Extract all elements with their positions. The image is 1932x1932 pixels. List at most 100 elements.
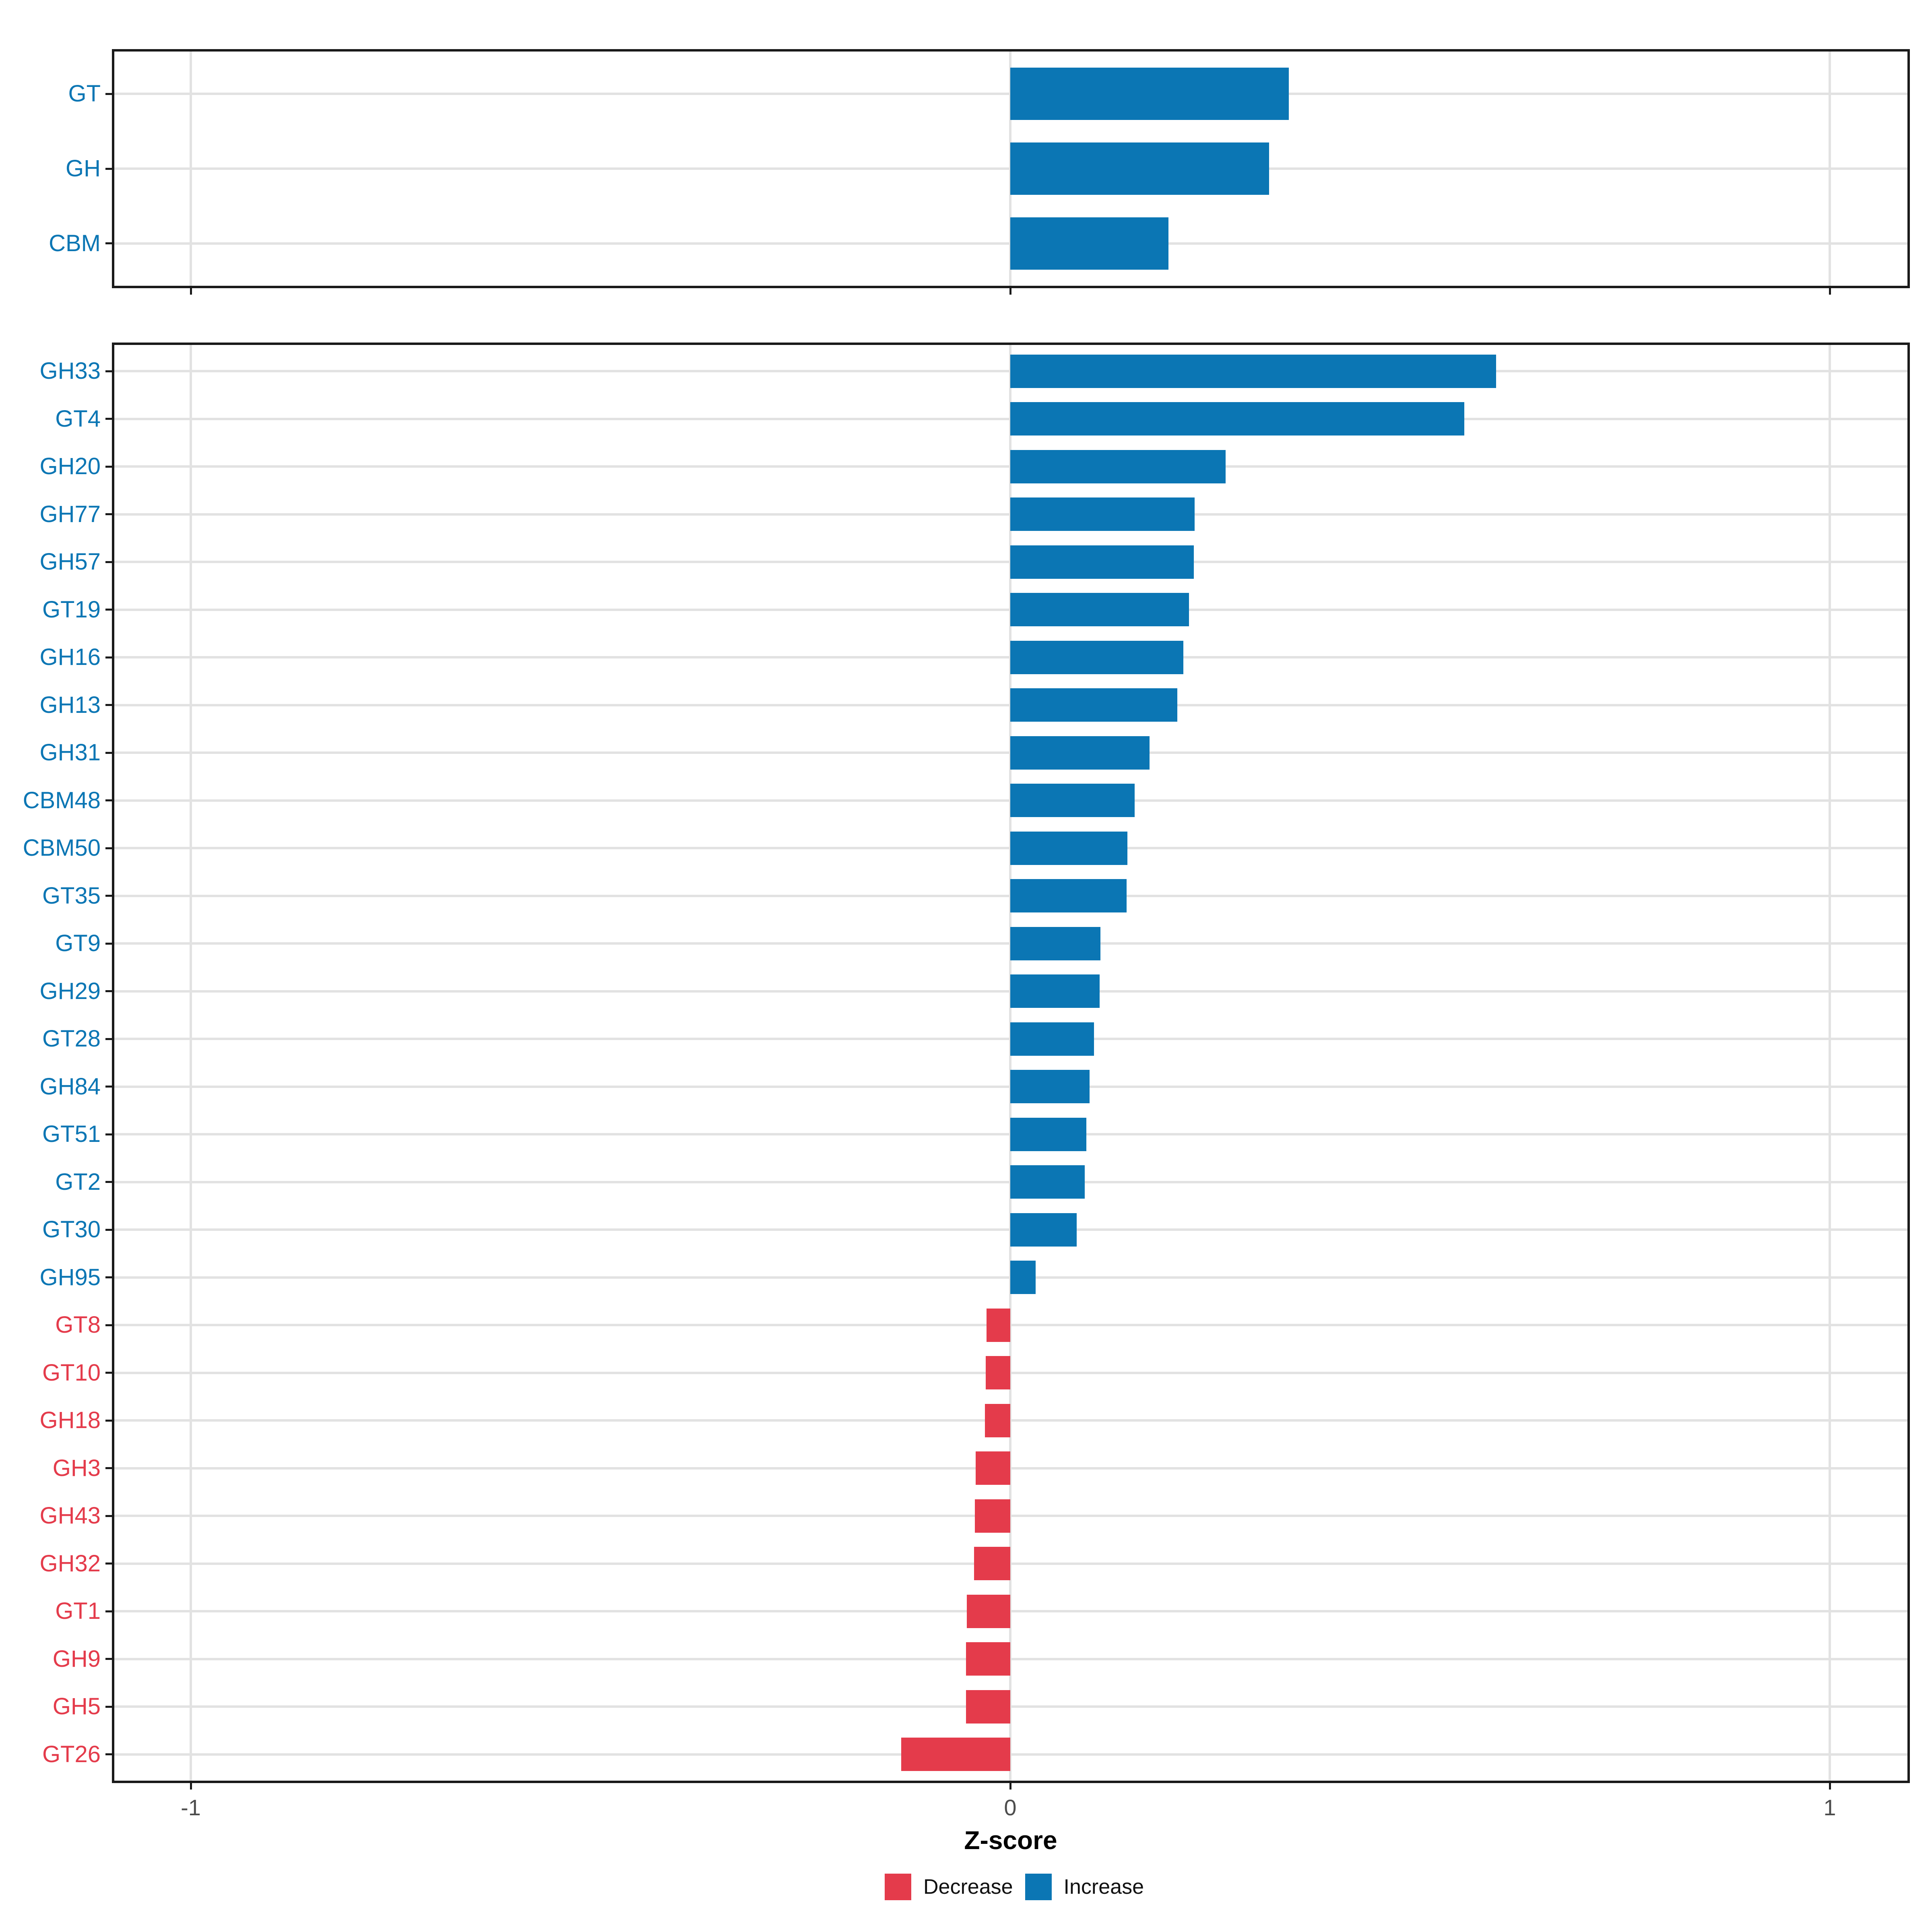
gridline-horizontal: [114, 1657, 1907, 1660]
y-tick-GH31: [105, 752, 112, 754]
row-label-GH18: GH18: [39, 1407, 101, 1433]
bar-GT35: [1010, 879, 1127, 913]
x-tick-1: [1829, 288, 1831, 295]
row-label-GT10: GT10: [42, 1360, 101, 1386]
row-label-GH29: GH29: [39, 978, 101, 1004]
gridline-vertical: [1829, 345, 1831, 1781]
row-label-GH9: GH9: [52, 1646, 101, 1672]
gridline-vertical: [190, 345, 192, 1781]
y-tick-GT2: [105, 1181, 112, 1183]
gridline-horizontal: [114, 1419, 1907, 1422]
gridline-vertical: [1009, 345, 1011, 1781]
legend-entry-decrease: Decrease: [884, 1874, 1013, 1900]
bar-GT: [1010, 68, 1289, 120]
row-label-GT30: GT30: [42, 1216, 101, 1243]
row-label-GH77: GH77: [39, 501, 101, 527]
y-tick-GH33: [105, 370, 112, 372]
row-label-CBM48: CBM48: [23, 787, 101, 813]
bar-GT19: [1010, 593, 1189, 627]
y-tick-GH32: [105, 1563, 112, 1565]
bar-GH5: [966, 1690, 1010, 1724]
y-tick-GT9: [105, 943, 112, 945]
legend-entry-increase: Increase: [1025, 1874, 1144, 1900]
row-label-GH: GH: [66, 155, 101, 182]
row-label-GT26: GT26: [42, 1741, 101, 1767]
y-tick-GH: [105, 168, 112, 170]
row-label-GH16: GH16: [39, 644, 101, 670]
row-label-GH84: GH84: [39, 1073, 101, 1100]
bar-CBM48: [1010, 784, 1135, 817]
bar-GH: [1010, 142, 1269, 195]
row-label-GT28: GT28: [42, 1026, 101, 1052]
row-label-GH5: GH5: [52, 1693, 101, 1719]
bar-GH31: [1010, 736, 1150, 770]
bar-GH20: [1010, 450, 1226, 483]
summary-panel: [112, 49, 1910, 288]
y-tick-GH84: [105, 1086, 112, 1088]
row-label-GT2: GT2: [55, 1169, 101, 1195]
bar-GT28: [1010, 1022, 1094, 1056]
legend: Decrease Increase: [884, 1874, 1144, 1900]
y-tick-GH29: [105, 990, 112, 992]
x-tick-0: [1009, 288, 1011, 295]
gridline-horizontal: [114, 1324, 1907, 1327]
y-tick-CBM: [105, 242, 112, 244]
row-label-GH31: GH31: [39, 739, 101, 766]
x-tick-0: [1009, 1783, 1011, 1790]
row-label-GH13: GH13: [39, 692, 101, 718]
gridline-horizontal: [114, 1753, 1907, 1756]
y-tick-CBM50: [105, 847, 112, 849]
row-label-GT51: GT51: [42, 1121, 101, 1147]
bar-GH77: [1010, 497, 1195, 531]
bar-GH95: [1010, 1261, 1036, 1294]
gridline-horizontal: [114, 1562, 1907, 1565]
y-tick-GH9: [105, 1658, 112, 1660]
bar-GH43: [975, 1499, 1010, 1533]
bar-GT2: [1010, 1165, 1085, 1199]
bar-GT9: [1010, 927, 1100, 960]
bar-GH3: [976, 1451, 1010, 1485]
row-label-CBM: CBM: [49, 230, 101, 256]
x-tick-label-1: 1: [1823, 1795, 1836, 1820]
y-tick-GT51: [105, 1133, 112, 1135]
y-tick-GH18: [105, 1420, 112, 1422]
bar-GH33: [1010, 354, 1496, 388]
y-tick-GH5: [105, 1706, 112, 1708]
y-tick-GH20: [105, 466, 112, 468]
y-tick-GT10: [105, 1372, 112, 1374]
bar-GT26: [901, 1738, 1010, 1771]
legend-key-decrease: [884, 1874, 911, 1900]
row-label-GH20: GH20: [39, 453, 101, 479]
bar-CBM: [1010, 217, 1168, 270]
legend-label: Decrease: [923, 1875, 1013, 1899]
row-label-GH43: GH43: [39, 1503, 101, 1529]
y-tick-GT8: [105, 1324, 112, 1326]
row-label-GT: GT: [68, 80, 101, 107]
row-label-GT19: GT19: [42, 597, 101, 623]
bar-GT1: [967, 1594, 1010, 1628]
y-tick-GT19: [105, 609, 112, 611]
gridline-horizontal: [114, 1610, 1907, 1613]
bar-GH18: [985, 1404, 1010, 1437]
bar-CBM50: [1010, 831, 1128, 865]
row-label-GT1: GT1: [55, 1598, 101, 1624]
row-label-GT8: GT8: [55, 1312, 101, 1338]
families-panel: [112, 343, 1910, 1783]
y-tick-GH3: [105, 1467, 112, 1469]
gridline-horizontal: [114, 1705, 1907, 1708]
bar-GH13: [1010, 688, 1178, 722]
y-tick-GH13: [105, 704, 112, 706]
legend-label: Increase: [1063, 1875, 1144, 1899]
bar-GT8: [986, 1308, 1010, 1342]
x-tick-1: [1829, 1783, 1831, 1790]
bar-GH57: [1010, 545, 1194, 579]
gridline-horizontal: [114, 1467, 1907, 1470]
y-tick-GT26: [105, 1753, 112, 1755]
row-label-GH3: GH3: [52, 1455, 101, 1481]
bar-GT51: [1010, 1117, 1087, 1151]
y-tick-GH16: [105, 656, 112, 658]
bar-GT30: [1010, 1213, 1077, 1247]
y-tick-GH43: [105, 1515, 112, 1517]
row-label-CBM50: CBM50: [23, 835, 101, 861]
